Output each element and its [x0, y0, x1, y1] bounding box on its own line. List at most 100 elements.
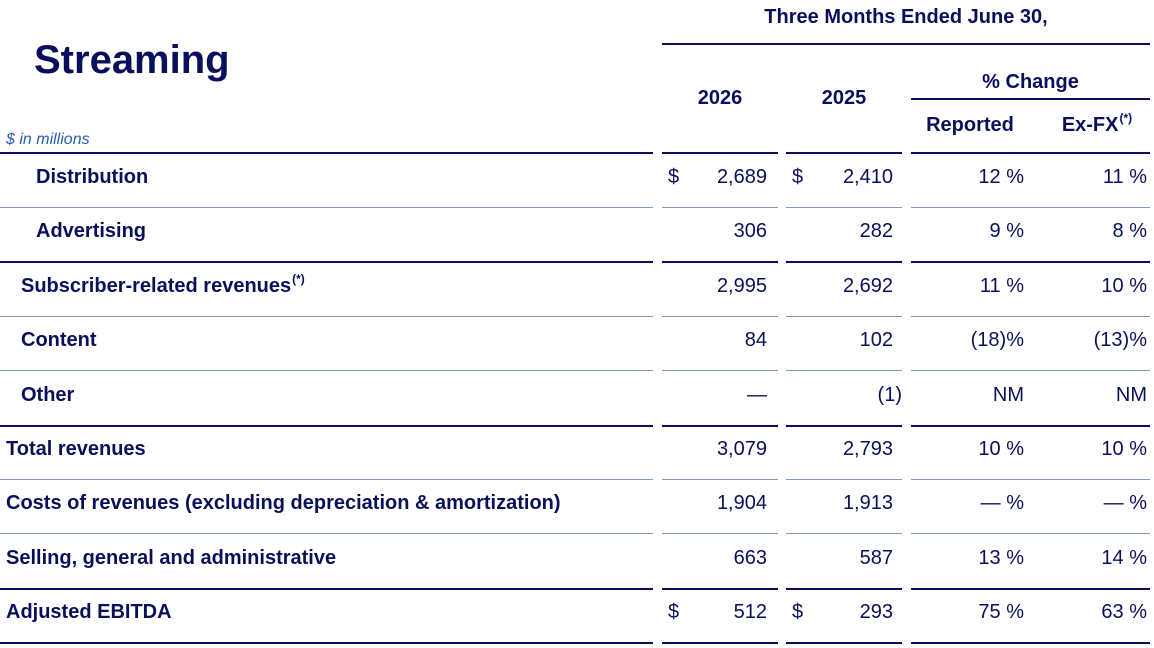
row-rule [0, 316, 653, 317]
value-reported: 11 % [979, 274, 1024, 297]
value-prior: 1,913 [842, 492, 893, 515]
value-exfx: 10 % [1101, 274, 1147, 297]
value-reported: 10 % [978, 438, 1024, 460]
row-rule [0, 370, 653, 371]
value-exfx: — % [1103, 492, 1147, 515]
row-rule [662, 207, 778, 208]
row-label: Subscriber-related revenues(*) [21, 271, 305, 298]
row-rule [911, 261, 1150, 263]
rule-header-pct [911, 152, 1150, 154]
value-exfx: 10 % [1101, 438, 1147, 460]
value-reported: (18)% [970, 329, 1024, 352]
value-reported: 12 % [978, 166, 1024, 188]
value-current: — [747, 383, 767, 406]
row-label: Content [21, 329, 97, 352]
row-rule [911, 588, 1150, 590]
row-rule [911, 642, 1150, 644]
value-current: 663 [733, 546, 767, 569]
row-label: Selling, general and administrative [6, 547, 336, 570]
value-prior: 2,692 [842, 274, 893, 297]
row-rule [662, 479, 778, 480]
currency-symbol: $ [792, 166, 804, 188]
value-exfx: 63 % [1101, 601, 1147, 624]
currency-symbol: $ [792, 601, 804, 624]
value-current: 2,689 [716, 166, 767, 188]
row-rule [662, 425, 778, 427]
row-rule [786, 207, 902, 208]
value-current: 306 [733, 220, 767, 243]
row-rule [786, 370, 902, 371]
value-current: 84 [744, 329, 767, 352]
row-rule [911, 207, 1150, 208]
row-rule [662, 642, 778, 644]
period-heading: Three Months Ended June 30, [764, 6, 1048, 28]
value-exfx: (13)% [1093, 329, 1147, 352]
row-label-text: Total revenues [6, 438, 146, 460]
year-current-header: 2026 [697, 87, 743, 109]
row-label-text: Selling, general and administrative [6, 546, 337, 569]
year-prior-header: 2025 [821, 87, 867, 109]
row-label-text: Costs of revenues (excluding depreciatio… [6, 492, 561, 515]
value-current: 512 [733, 601, 767, 624]
value-exfx: 14 % [1101, 546, 1147, 569]
value-prior: 293 [859, 601, 893, 624]
row-rule [786, 261, 902, 263]
row-label: Costs of revenues (excluding depreciatio… [6, 492, 561, 515]
row-rule [911, 316, 1150, 317]
value-reported: 9 % [989, 220, 1024, 243]
rule-header-current [662, 152, 778, 154]
exfx-header-label: Ex-FX [1061, 114, 1119, 136]
row-rule [911, 479, 1150, 480]
footnote-marker: (*) [1119, 111, 1133, 125]
row-rule [786, 479, 902, 480]
row-rule [0, 261, 653, 263]
row-rule [786, 588, 902, 590]
exfx-header: Ex-FX(*) [1040, 111, 1154, 137]
row-label: Adjusted EBITDA [6, 601, 172, 624]
value-prior: 2,410 [842, 166, 893, 188]
reported-header: Reported [926, 114, 1014, 136]
row-rule [786, 316, 902, 317]
row-rule [0, 533, 653, 534]
value-prior: 102 [859, 329, 893, 352]
row-label: Total revenues [6, 438, 146, 461]
row-rule [0, 642, 653, 644]
row-label-text: Other [21, 383, 75, 406]
value-current: 1,904 [716, 492, 767, 515]
row-label-text: Subscriber-related revenues [21, 274, 292, 297]
value-exfx: 8 % [1112, 220, 1147, 243]
value-reported: NM [992, 383, 1024, 406]
value-exfx: NM [1115, 383, 1147, 406]
rule-header-label [0, 152, 653, 154]
value-reported: — % [980, 492, 1024, 515]
row-rule [911, 425, 1150, 427]
row-label-text: Distribution [36, 166, 149, 188]
row-rule [0, 588, 653, 590]
row-rule [786, 533, 902, 534]
value-prior: (1) [877, 383, 902, 406]
value-reported: 75 % [978, 601, 1024, 624]
row-rule [662, 370, 778, 371]
row-label-text: Advertising [36, 220, 147, 243]
value-exfx: 11 % [1102, 166, 1147, 188]
value-reported: 13 % [978, 546, 1024, 569]
value-current: 3,079 [716, 438, 767, 460]
row-label-text: Content [21, 329, 97, 352]
units-note: $ in millions [6, 131, 90, 148]
row-label: Other [21, 384, 74, 407]
row-rule [0, 425, 653, 427]
row-rule [786, 642, 902, 644]
page-title: Streaming [34, 38, 230, 82]
row-rule [662, 316, 778, 317]
value-prior: 282 [859, 220, 893, 243]
row-rule [911, 533, 1150, 534]
value-current: 2,995 [716, 274, 767, 297]
row-rule [0, 207, 653, 208]
row-label: Advertising [36, 220, 146, 243]
row-rule [0, 479, 653, 480]
value-prior: 2,793 [842, 438, 893, 460]
row-rule [662, 588, 778, 590]
footnote-marker: (*) [292, 271, 305, 286]
row-rule [786, 425, 902, 427]
row-rule [911, 370, 1150, 371]
